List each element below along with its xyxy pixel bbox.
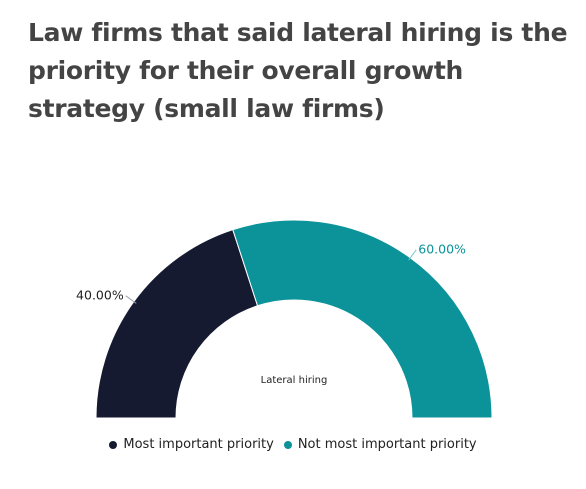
legend-label: Not most important priority bbox=[297, 437, 477, 452]
data-label-0: 40.00% bbox=[76, 288, 124, 303]
legend-item-not-most-important[interactable]: Not most important priority bbox=[283, 437, 477, 452]
center-label: Lateral hiring bbox=[261, 375, 328, 386]
slice-1[interactable] bbox=[232, 219, 493, 419]
legend-label: Most important priority bbox=[123, 437, 274, 452]
chart-title: Law firms that said lateral hiring is th… bbox=[28, 18, 568, 123]
chart-legend: Most important priority Not most importa… bbox=[0, 437, 586, 452]
slice-0[interactable] bbox=[95, 229, 259, 419]
chart-data-labels: 40.00% 60.00% bbox=[76, 242, 466, 304]
leader-line-1 bbox=[408, 249, 417, 261]
legend-item-most-important[interactable]: Most important priority bbox=[109, 437, 274, 452]
data-label-1: 60.00% bbox=[418, 242, 466, 257]
chart-slices bbox=[95, 219, 493, 419]
legend-marker bbox=[283, 440, 292, 449]
legend-marker bbox=[109, 440, 118, 449]
leader-line-0 bbox=[125, 295, 137, 304]
